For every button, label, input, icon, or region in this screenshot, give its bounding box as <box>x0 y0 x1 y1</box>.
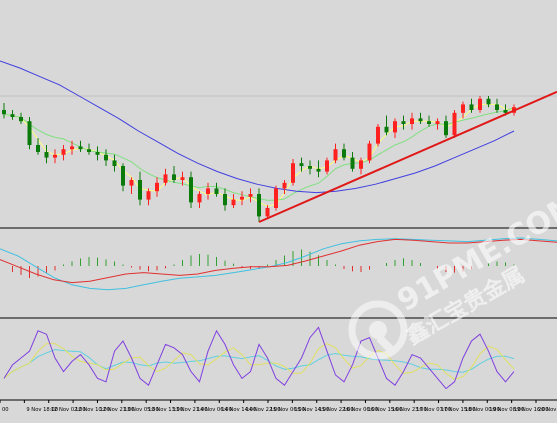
candle-body <box>342 149 346 157</box>
candle-body <box>402 121 406 124</box>
candle-body <box>11 114 15 117</box>
candle-body <box>2 110 6 114</box>
candle-body <box>478 99 482 110</box>
candle-body <box>274 188 278 208</box>
candle-body <box>461 104 465 112</box>
candle-body <box>325 160 329 171</box>
candle-body <box>206 188 210 194</box>
candle-body <box>419 118 423 121</box>
candle-body <box>376 127 380 144</box>
candle-body <box>223 194 227 205</box>
candle-body <box>70 146 74 149</box>
candle-body <box>36 145 40 152</box>
candle-body <box>436 121 440 124</box>
candle-body <box>19 117 23 121</box>
candle-body <box>470 104 474 110</box>
candle-body <box>138 180 142 200</box>
candle-body <box>393 121 397 132</box>
candle-body <box>427 121 431 124</box>
candle-body <box>317 169 321 172</box>
candle-body <box>189 177 193 202</box>
candle-body <box>28 121 32 145</box>
candle-body <box>96 152 100 155</box>
candle-body <box>198 194 202 202</box>
candle-body <box>45 152 49 158</box>
candle-body <box>453 113 457 135</box>
candle-body <box>385 127 389 133</box>
candle-body <box>351 158 355 169</box>
candle-body <box>266 208 270 216</box>
candle-body <box>368 144 372 161</box>
candle-body <box>283 183 287 189</box>
candle-body <box>121 166 125 186</box>
candle-body <box>487 99 491 105</box>
candle-body <box>215 188 219 194</box>
candle-body <box>300 163 304 166</box>
candle-body <box>113 160 117 166</box>
candle-body <box>181 177 185 180</box>
candle-body <box>257 194 261 216</box>
candle-body <box>334 149 338 160</box>
candle-body <box>53 155 57 158</box>
candle-body <box>495 104 499 110</box>
x-tick-label: 00 <box>2 407 9 413</box>
x-tick-label: 20 Nov 00:00 <box>538 407 557 413</box>
candle-body <box>172 174 176 180</box>
candle-body <box>147 191 151 199</box>
candle-body <box>104 155 108 161</box>
candle-body <box>249 194 253 197</box>
candle-body <box>410 118 414 124</box>
candle-body <box>359 160 363 168</box>
candle-body <box>130 180 134 186</box>
candle-body <box>444 121 448 135</box>
candle-body <box>155 183 159 191</box>
candle-body <box>240 197 244 200</box>
candle-body <box>291 163 295 183</box>
candle-body <box>308 166 312 169</box>
candle-body <box>79 146 83 149</box>
candle-body <box>62 149 66 155</box>
candle-body <box>164 174 168 182</box>
candle-body <box>87 149 91 152</box>
candle-body <box>504 110 508 113</box>
candle-body <box>232 200 236 206</box>
